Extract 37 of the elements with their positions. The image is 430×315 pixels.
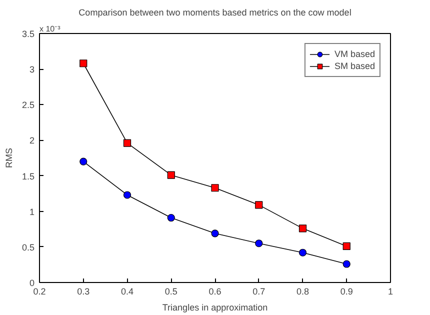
x-axis-title: Triangles in approximation — [162, 302, 268, 312]
point — [167, 171, 175, 179]
x-tick-label: 0.3 — [77, 286, 90, 296]
y-tick-label: 0 — [29, 278, 35, 288]
point — [80, 60, 88, 68]
legend-label: VM based — [334, 48, 375, 60]
point — [123, 191, 132, 199]
y-tick-label: 3 — [29, 64, 35, 75]
point — [298, 248, 307, 256]
point — [211, 230, 219, 238]
point — [298, 224, 307, 232]
x-tick-label: 0.9 — [340, 286, 353, 296]
point — [211, 184, 219, 192]
x-tick-label: 1 — [388, 286, 394, 296]
point — [80, 158, 88, 166]
point — [342, 260, 350, 268]
y-tick-label: 0.5 — [22, 242, 35, 252]
x-tick-label: 0.8 — [296, 286, 310, 296]
x-tick-label: 0.7 — [252, 286, 266, 296]
chart-title: Comparison between two moments based metrics on the cow model — [78, 8, 352, 18]
y-tick-label: 1.5 — [22, 171, 35, 182]
y-axis-title: RMS — [4, 148, 14, 168]
y-tick-label: 2.5 — [22, 100, 35, 110]
text: x 10⁻³ — [40, 24, 61, 34]
x-tick-label: 0.5 — [164, 286, 178, 296]
point — [167, 214, 175, 222]
y-tick-label: 1 — [29, 206, 35, 217]
x-tick-label: 0.4 — [120, 286, 134, 296]
legend-label: SM based — [334, 60, 375, 72]
point — [342, 242, 350, 250]
y-tick-label: 3.5 — [22, 29, 35, 39]
x-tick-label: 0.2 — [33, 286, 46, 296]
point — [123, 139, 132, 147]
point — [255, 201, 263, 209]
x-tick-label: 0.6 — [208, 286, 222, 296]
point — [255, 240, 263, 248]
y-tick-label: 2 — [29, 136, 35, 146]
